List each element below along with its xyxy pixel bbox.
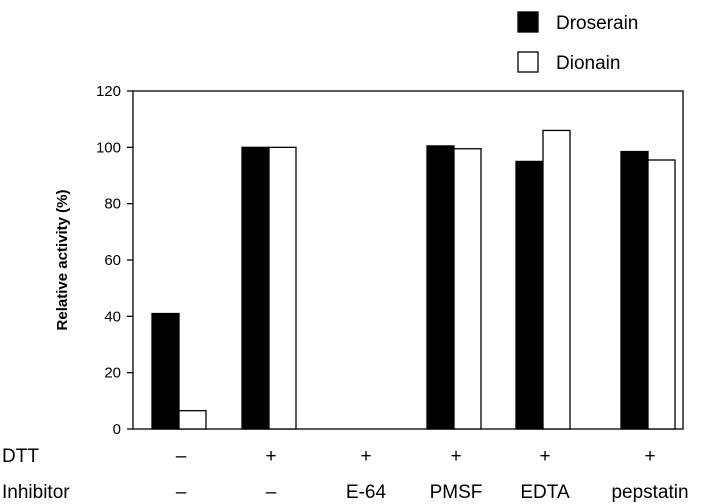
row-1-value-5: pepstatin bbox=[611, 482, 688, 503]
y-tick-label-4: 80 bbox=[104, 196, 121, 213]
bar-1-0 bbox=[178, 410, 207, 430]
bar-0-1 bbox=[241, 146, 270, 430]
row-0-value-5: + bbox=[644, 446, 655, 467]
condition-rows: DTT – + + + + + Inhibitor – – E-64 PMSF EDTA pepstati… bbox=[2, 446, 689, 503]
bar-0-4 bbox=[515, 160, 544, 430]
legend: Droserain Dionain bbox=[517, 11, 638, 74]
row-0-value-0: – bbox=[176, 446, 187, 467]
plot-area bbox=[132, 90, 684, 430]
y-axis-label: Relative activity (%) bbox=[54, 190, 71, 331]
bar-0-3 bbox=[426, 145, 455, 430]
row-1-value-4: EDTA bbox=[520, 482, 570, 503]
y-tick-label-3: 60 bbox=[104, 252, 121, 269]
legend-swatch-1 bbox=[517, 51, 539, 73]
plot-frame bbox=[132, 90, 684, 430]
row-label-0: DTT bbox=[2, 446, 39, 467]
y-tick-label-6: 120 bbox=[96, 83, 121, 100]
row-0-value-1: + bbox=[265, 446, 276, 467]
row-label-1: Inhibitor bbox=[2, 482, 70, 503]
bar-0-5 bbox=[620, 150, 649, 430]
bars bbox=[151, 129, 676, 430]
y-tick-label-1: 20 bbox=[104, 365, 121, 382]
row-1-value-0: – bbox=[176, 482, 187, 503]
bar-1-3 bbox=[453, 148, 482, 430]
row-0-value-3: + bbox=[450, 446, 461, 467]
bar-1-1 bbox=[268, 146, 297, 430]
bar-1-5 bbox=[647, 159, 676, 430]
bar-0-0 bbox=[151, 312, 180, 430]
legend-swatch-0 bbox=[517, 11, 539, 33]
legend-label-0: Droserain bbox=[556, 13, 638, 34]
row-0-value-2: + bbox=[360, 446, 371, 467]
row-1-value-1: – bbox=[266, 482, 277, 503]
y-tick-label-2: 40 bbox=[104, 308, 121, 325]
legend-label-1: Dionain bbox=[556, 53, 620, 74]
bar-1-4 bbox=[542, 129, 571, 430]
row-1-value-3: PMSF bbox=[430, 482, 483, 503]
y-tick-label-0: 0 bbox=[113, 421, 121, 438]
y-axis: 0 20 40 60 80 100 120 bbox=[96, 83, 133, 438]
y-tick-label-5: 100 bbox=[96, 139, 121, 156]
row-0-value-4: + bbox=[539, 446, 550, 467]
row-1-value-2: E-64 bbox=[346, 482, 387, 503]
